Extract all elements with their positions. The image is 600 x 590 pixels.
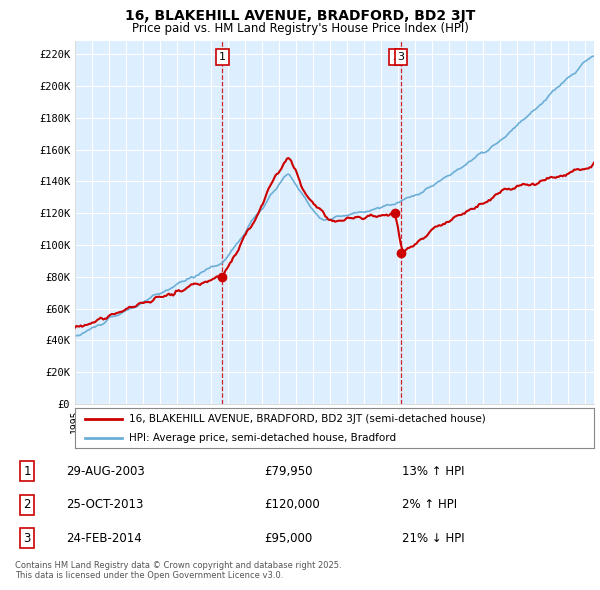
Text: 16, BLAKEHILL AVENUE, BRADFORD, BD2 3JT (semi-detached house): 16, BLAKEHILL AVENUE, BRADFORD, BD2 3JT … bbox=[130, 414, 486, 424]
Text: £95,000: £95,000 bbox=[264, 532, 312, 545]
Text: 3: 3 bbox=[23, 532, 31, 545]
Text: HPI: Average price, semi-detached house, Bradford: HPI: Average price, semi-detached house,… bbox=[130, 434, 397, 443]
Text: 1: 1 bbox=[219, 52, 226, 62]
Text: 13% ↑ HPI: 13% ↑ HPI bbox=[402, 464, 464, 478]
Text: £79,950: £79,950 bbox=[264, 464, 313, 478]
Text: 2% ↑ HPI: 2% ↑ HPI bbox=[402, 498, 457, 512]
Text: 16, BLAKEHILL AVENUE, BRADFORD, BD2 3JT: 16, BLAKEHILL AVENUE, BRADFORD, BD2 3JT bbox=[125, 9, 475, 24]
Text: 2: 2 bbox=[23, 498, 31, 512]
Text: Price paid vs. HM Land Registry's House Price Index (HPI): Price paid vs. HM Land Registry's House … bbox=[131, 22, 469, 35]
Text: 2: 2 bbox=[392, 52, 399, 62]
Text: 25-OCT-2013: 25-OCT-2013 bbox=[66, 498, 143, 512]
Text: 3: 3 bbox=[397, 52, 404, 62]
Text: Contains HM Land Registry data © Crown copyright and database right 2025.
This d: Contains HM Land Registry data © Crown c… bbox=[15, 561, 341, 581]
Text: 24-FEB-2014: 24-FEB-2014 bbox=[66, 532, 142, 545]
Text: 21% ↓ HPI: 21% ↓ HPI bbox=[402, 532, 464, 545]
Text: 29-AUG-2003: 29-AUG-2003 bbox=[66, 464, 145, 478]
Text: 1: 1 bbox=[23, 464, 31, 478]
Text: £120,000: £120,000 bbox=[264, 498, 320, 512]
